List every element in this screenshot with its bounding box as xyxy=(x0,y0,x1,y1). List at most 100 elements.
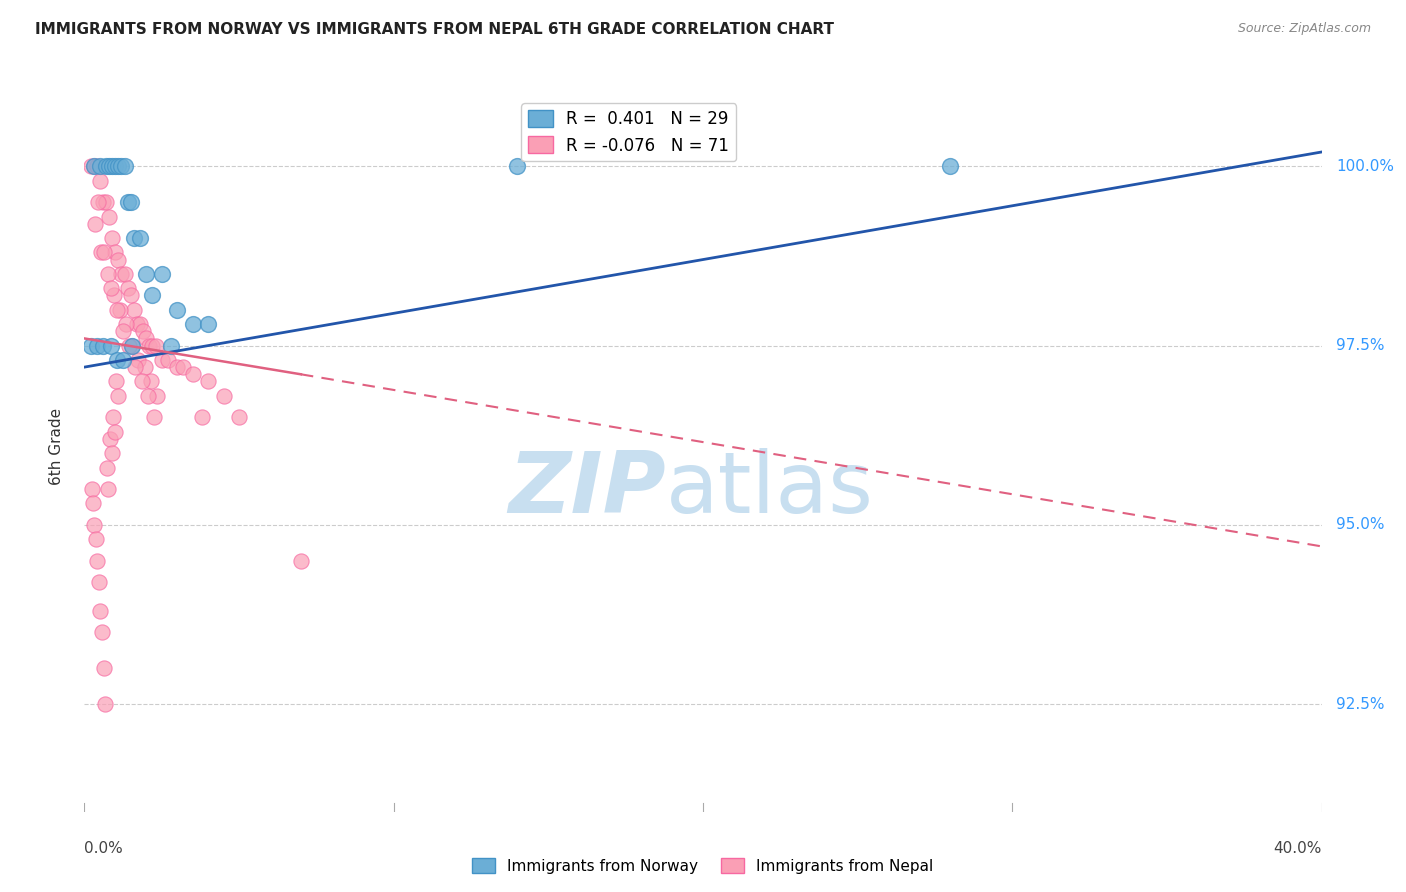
Point xyxy=(191,410,214,425)
Point xyxy=(114,267,136,281)
Point xyxy=(122,302,145,317)
Point xyxy=(181,368,204,382)
Point xyxy=(120,195,142,210)
Point xyxy=(91,195,114,210)
Point xyxy=(86,554,108,568)
Point xyxy=(166,302,188,317)
Point xyxy=(91,625,114,640)
Point xyxy=(138,338,160,352)
Point xyxy=(87,195,110,210)
Point xyxy=(108,302,131,317)
Point xyxy=(98,210,121,224)
Text: Source: ZipAtlas.com: Source: ZipAtlas.com xyxy=(1237,22,1371,36)
Point xyxy=(127,353,149,368)
Point xyxy=(135,331,157,345)
Point xyxy=(104,425,127,439)
Point xyxy=(121,338,143,352)
Point xyxy=(228,410,250,425)
Point xyxy=(89,174,111,188)
Point xyxy=(91,338,114,352)
Point xyxy=(89,575,111,590)
Point xyxy=(139,375,162,389)
Text: ZIP: ZIP xyxy=(508,449,666,532)
Point xyxy=(84,217,107,231)
Point xyxy=(98,159,121,173)
Point xyxy=(132,324,155,338)
Point xyxy=(197,375,219,389)
Point xyxy=(94,159,117,173)
Text: 97.5%: 97.5% xyxy=(1337,338,1385,353)
Text: IMMIGRANTS FROM NORWAY VS IMMIGRANTS FROM NEPAL 6TH GRADE CORRELATION CHART: IMMIGRANTS FROM NORWAY VS IMMIGRANTS FRO… xyxy=(35,22,834,37)
Point xyxy=(129,231,152,245)
Text: 40.0%: 40.0% xyxy=(1274,841,1322,856)
Point xyxy=(98,432,121,446)
Point xyxy=(94,697,117,711)
Point xyxy=(117,195,139,210)
Point xyxy=(145,338,167,352)
Point xyxy=(86,338,108,352)
Point xyxy=(124,360,146,375)
Point xyxy=(104,245,127,260)
Point xyxy=(89,604,111,618)
Point xyxy=(172,360,194,375)
Point xyxy=(83,517,105,532)
Text: atlas: atlas xyxy=(666,449,875,532)
Point xyxy=(93,245,115,260)
Point xyxy=(82,496,104,510)
Point xyxy=(121,338,143,352)
Point xyxy=(114,159,136,173)
Point xyxy=(104,375,127,389)
Point xyxy=(135,267,157,281)
Point xyxy=(134,360,156,375)
Point xyxy=(105,353,128,368)
Point xyxy=(107,159,129,173)
Point xyxy=(150,353,173,368)
Point xyxy=(118,338,141,352)
Point xyxy=(143,410,166,425)
Point xyxy=(129,317,152,331)
Point xyxy=(101,231,124,245)
Point xyxy=(120,288,142,302)
Point xyxy=(101,410,124,425)
Point xyxy=(212,389,235,403)
Point xyxy=(112,353,135,368)
Point xyxy=(122,231,145,245)
Point xyxy=(166,360,188,375)
Point xyxy=(79,338,101,352)
Point xyxy=(97,482,120,496)
Point xyxy=(125,317,148,331)
Point xyxy=(103,288,125,302)
Point xyxy=(150,267,173,281)
Point xyxy=(290,554,312,568)
Point xyxy=(105,302,128,317)
Point xyxy=(79,159,101,173)
Point xyxy=(89,159,111,173)
Point xyxy=(100,446,122,460)
Point xyxy=(101,159,124,173)
Point xyxy=(117,281,139,295)
Point xyxy=(146,389,169,403)
Text: 100.0%: 100.0% xyxy=(1337,159,1395,174)
Point xyxy=(131,375,153,389)
Point xyxy=(107,252,129,267)
Point xyxy=(136,389,159,403)
Point xyxy=(94,195,117,210)
Point xyxy=(141,338,163,352)
Point xyxy=(197,317,219,331)
Point xyxy=(90,245,112,260)
Point xyxy=(112,324,135,338)
Point xyxy=(82,482,104,496)
Legend: R =  0.401   N = 29, R = -0.076   N = 71: R = 0.401 N = 29, R = -0.076 N = 71 xyxy=(522,103,735,161)
Point xyxy=(93,661,115,675)
Point xyxy=(506,159,529,173)
Point xyxy=(160,338,183,352)
Point xyxy=(83,159,105,173)
Point xyxy=(86,159,108,173)
Point xyxy=(83,159,105,173)
Point xyxy=(104,159,127,173)
Y-axis label: 6th Grade: 6th Grade xyxy=(49,408,63,484)
Point xyxy=(156,353,179,368)
Point xyxy=(107,389,129,403)
Point xyxy=(84,533,107,547)
Point xyxy=(110,159,132,173)
